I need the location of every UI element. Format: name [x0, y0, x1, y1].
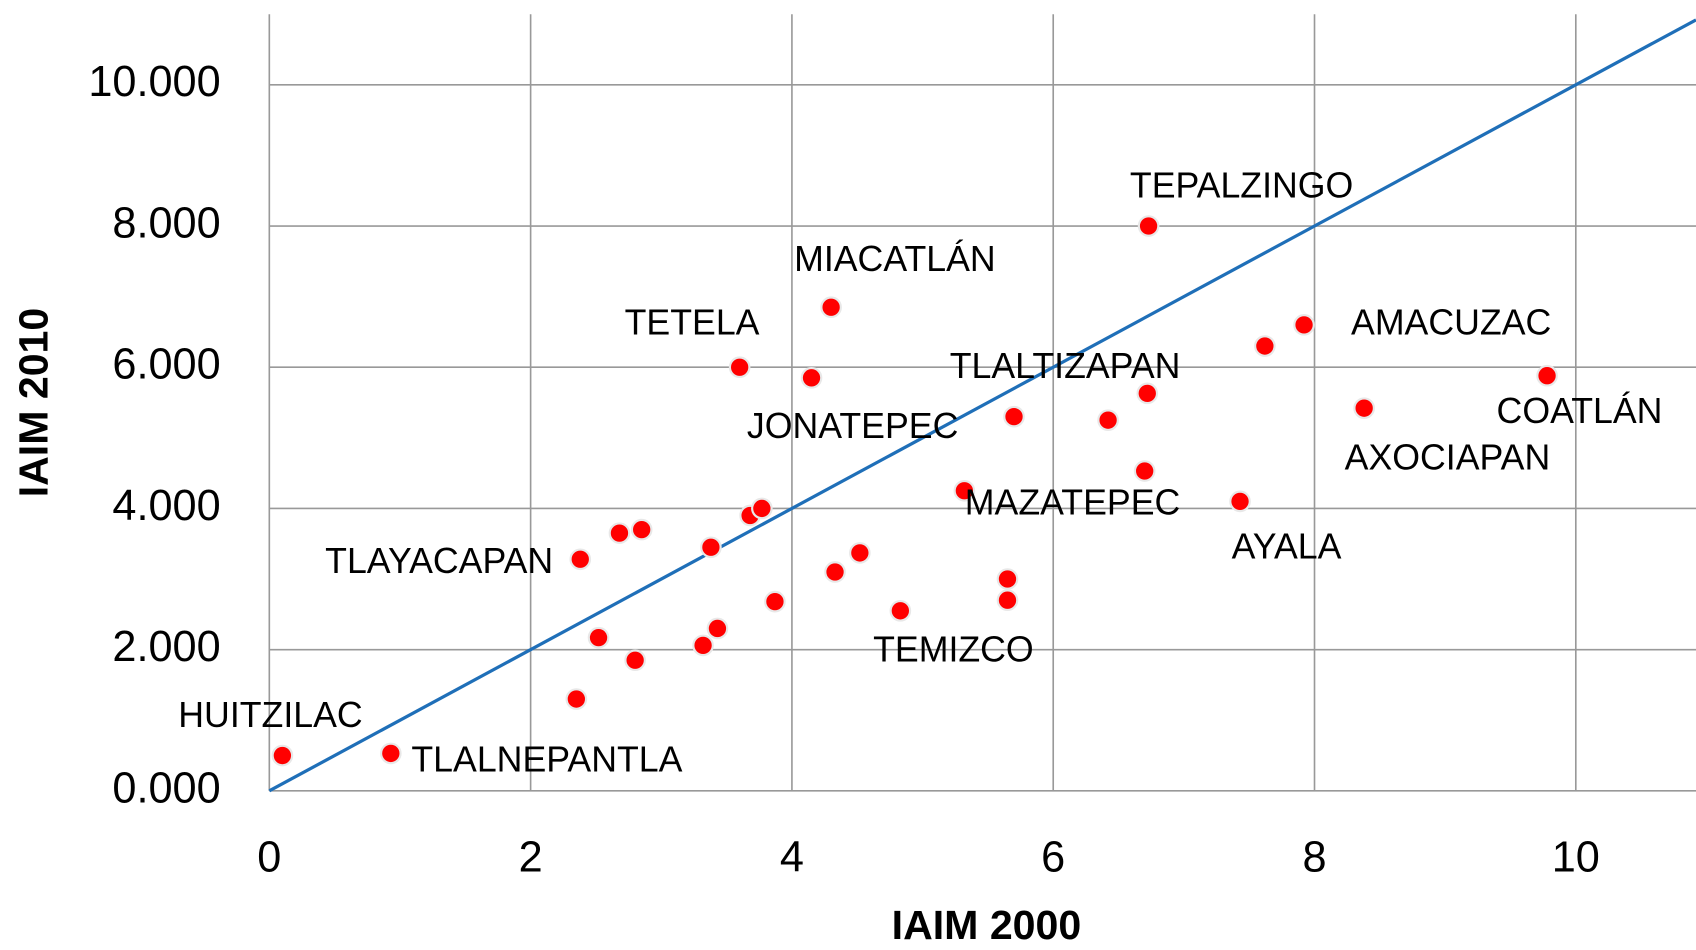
x-tick-label: 0 — [257, 833, 281, 881]
point-label: TEMIZCO — [873, 630, 1034, 670]
point — [996, 589, 1019, 612]
y-tick-label: 2.000 — [112, 623, 220, 671]
point — [1353, 397, 1375, 419]
point — [587, 626, 610, 649]
point-label: HUITZILAC — [178, 695, 362, 735]
x-axis-title: IAIM 2000 — [892, 902, 1082, 948]
point — [1229, 490, 1251, 513]
point — [630, 518, 653, 541]
x-tick-label: 2 — [519, 833, 543, 881]
x-tick-label: 4 — [780, 833, 804, 881]
point — [824, 561, 846, 583]
point — [1136, 382, 1159, 405]
point-label: MIACATLÁN — [794, 239, 996, 279]
y-tick-label: 0.000 — [112, 764, 220, 812]
point-label: TEPALZINGO — [1130, 166, 1353, 206]
point — [996, 568, 1019, 590]
point — [380, 742, 402, 765]
y-tick-label: 10.000 — [88, 58, 220, 106]
point — [1097, 409, 1119, 431]
point-label: MAZATEPEC — [965, 482, 1180, 522]
point — [565, 688, 588, 710]
y-tick-label: 4.000 — [112, 482, 220, 530]
x-tick-label: 6 — [1041, 833, 1065, 881]
y-tick-label: 8.000 — [112, 199, 220, 247]
point — [569, 548, 592, 571]
y-axis-title: IAIM 2010 — [11, 308, 57, 498]
point — [751, 497, 773, 520]
point-label: TLALTIZAPAN — [950, 346, 1181, 386]
point — [1137, 215, 1160, 237]
point — [624, 649, 646, 672]
x-tick-label: 10 — [1552, 833, 1600, 881]
point — [700, 536, 722, 559]
point — [764, 590, 786, 613]
point — [953, 479, 976, 502]
point — [800, 367, 823, 389]
point — [820, 296, 842, 319]
point — [728, 356, 751, 379]
point — [608, 522, 631, 544]
point — [706, 617, 729, 640]
point — [889, 599, 912, 622]
point-label: TLAYACAPAN — [325, 541, 553, 581]
point-label: JONATEPEC — [747, 406, 959, 446]
point — [1133, 460, 1156, 482]
point-label: AMACUZAC — [1351, 302, 1551, 342]
point — [1293, 314, 1315, 336]
point-label: AXOCIAPAN — [1345, 438, 1551, 478]
point-label: TLALNEPANTLA — [411, 739, 682, 779]
point-label: COATLÁN — [1497, 391, 1663, 431]
point-label: AYALA — [1232, 526, 1342, 566]
point — [1536, 364, 1558, 387]
point — [849, 542, 871, 564]
x-tick-label: 8 — [1302, 833, 1326, 881]
point-label: TETELA — [625, 302, 760, 342]
reference-line — [268, 18, 1696, 793]
point — [692, 634, 714, 657]
point — [1254, 335, 1276, 357]
y-tick-label: 6.000 — [112, 341, 220, 389]
point — [271, 744, 294, 767]
point — [1003, 405, 1025, 428]
